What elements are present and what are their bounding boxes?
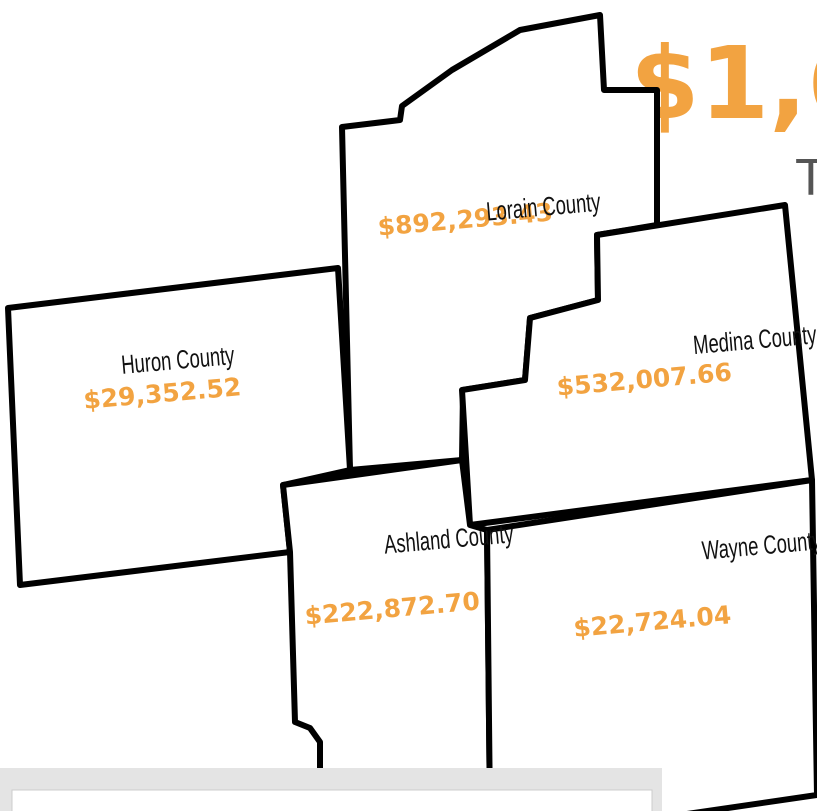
headline: $1,6 xyxy=(630,25,817,142)
panel xyxy=(11,789,653,811)
wayne-county xyxy=(484,477,817,811)
ashland-county xyxy=(280,457,493,811)
medina-county xyxy=(459,202,815,528)
subheadline: T xyxy=(795,149,817,207)
